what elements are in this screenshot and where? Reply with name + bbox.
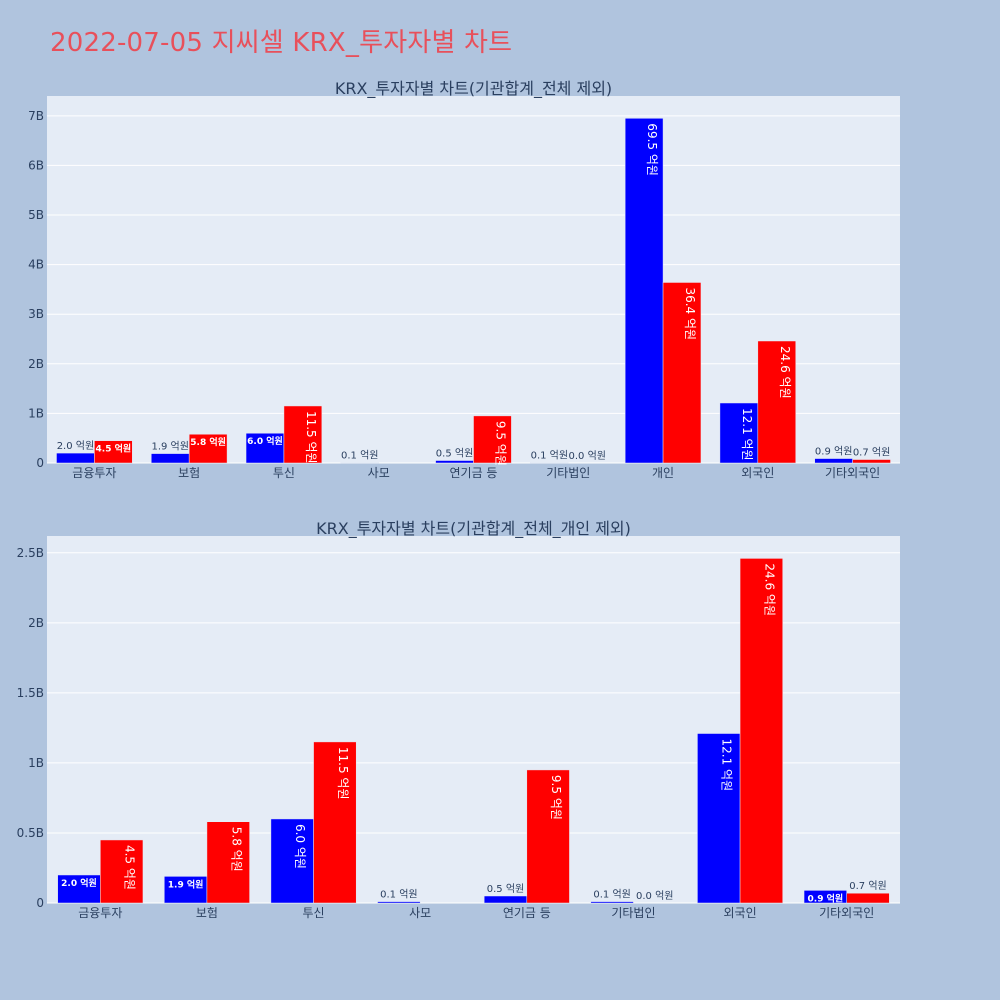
x-tick-label: 사모: [409, 906, 431, 920]
y-tick-label: 2.5B: [17, 546, 44, 560]
bar-sell: [852, 459, 891, 464]
bar-value-label: 0.0 억원: [568, 450, 605, 462]
bar-value-label: 0.5 억원: [487, 883, 524, 895]
bar-value-label: 69.5 억원: [645, 123, 659, 176]
bar-value-label: 12.1 억원: [740, 408, 754, 461]
x-tick-label: 기타외국인: [819, 906, 874, 920]
bar-sell: [662, 282, 702, 464]
bar-sell: [100, 839, 144, 904]
y-tick-label: 2B: [28, 357, 44, 371]
bar-buy: [483, 895, 528, 904]
bar-buy: [270, 818, 314, 904]
x-tick-label: 보험: [178, 466, 200, 480]
y-tick-label: 0: [36, 896, 44, 910]
bar-sell: [846, 892, 890, 904]
bar-sell: [94, 440, 133, 464]
x-tick-label: 개인: [652, 466, 674, 480]
bar-value-label: 9.5 억원: [549, 775, 563, 820]
bar-sell: [206, 821, 250, 904]
bar-value-label: 6.0 억원: [247, 435, 283, 447]
x-tick-label: 기타법인: [546, 466, 590, 480]
x-tick-label: 금융투자: [72, 466, 116, 480]
x-tick-label: 사모: [368, 466, 390, 480]
bar-value-label: 2.0 억원: [61, 877, 97, 889]
bar-value-label: 0.1 억원: [341, 450, 378, 462]
bar-sell: [526, 769, 570, 904]
y-tick-label: 6B: [28, 158, 44, 172]
bar-value-label: 12.1 억원: [720, 739, 734, 792]
chart-1: 0 1B 2B 3B 4B 5B 6B 7B KRX_투자자별 차트(기관합계_전체 제외) 금융…: [28, 79, 900, 480]
bar-value-label: 5.8 억원: [229, 827, 243, 872]
bar-value-label: 9.5 억원: [493, 421, 507, 466]
bar-buy: [164, 876, 208, 904]
bar-value-label: 1.9 억원: [151, 441, 188, 453]
bar-value-label: 5.8 억원: [190, 436, 226, 448]
bar-buy: [697, 733, 741, 904]
bar-sell: [739, 558, 783, 904]
y-tick-label: 0: [36, 456, 44, 470]
chart-2: 0 0.5B 1B 1.5B 2B 2.5B KRX_투자자별 차트(기관합계_전체_개인 …: [17, 519, 900, 920]
bar-buy: [435, 460, 474, 464]
bar-buy: [814, 458, 853, 464]
x-tick-label: 외국인: [724, 906, 757, 920]
bar-value-label: 0.7 억원: [849, 880, 886, 892]
chart-title: KRX_투자자별 차트(기관합계_전체 제외): [335, 79, 612, 99]
bar-sell: [283, 405, 323, 464]
bar-buy: [590, 901, 634, 904]
bar-value-label: 0.5 억원: [436, 448, 473, 460]
bar-value-label: 11.5 억원: [336, 747, 350, 800]
y-tick-label: 5B: [28, 208, 44, 222]
bar-value-label: 0.7 억원: [853, 447, 890, 459]
y-tick-label: 3B: [28, 307, 44, 321]
y-tick-label: 0.5B: [17, 826, 44, 840]
x-tick-label: 금융투자: [78, 906, 122, 920]
bar-sell: [313, 741, 357, 904]
bar-value-label: 24.6 억원: [762, 563, 776, 616]
x-tick-label: 연기금 등: [503, 906, 551, 920]
y-tick-label: 2B: [28, 616, 44, 630]
x-tick-label: 투신: [273, 466, 295, 480]
bar-value-label: 6.0 억원: [293, 824, 307, 869]
bar-buy: [151, 453, 190, 464]
bar-sell: [757, 340, 796, 464]
bar-value-label: 4.5 억원: [96, 443, 132, 455]
bar-buy: [719, 402, 759, 464]
bar-value-label: 0.1 억원: [593, 889, 630, 901]
x-tick-label: 연기금 등: [450, 466, 498, 480]
bar-value-label: 0.1 억원: [380, 889, 417, 901]
x-tick-label: 기타법인: [611, 906, 655, 920]
bar-value-label: 0.0 억원: [636, 890, 673, 902]
x-tick-label: 보험: [196, 906, 218, 920]
y-tick-label: 7B: [28, 109, 44, 123]
bar-value-label: 36.4 억원: [683, 287, 697, 340]
bar-value-label: 1.9 억원: [168, 878, 204, 890]
bar-buy: [56, 452, 95, 464]
bar-value-label: 0.9 억원: [808, 892, 844, 904]
x-tick-label: 기타외국인: [825, 466, 880, 480]
page-title: 2022-07-05 지씨셀 KRX_투자자별 차트: [50, 28, 513, 58]
bar-sell: [188, 433, 228, 464]
bar-buy: [245, 432, 285, 464]
bar-buy: [377, 901, 421, 904]
chart-title: KRX_투자자별 차트(기관합계_전체_개인 제외): [316, 519, 631, 539]
y-tick-label: 4B: [28, 258, 44, 272]
bar-value-label: 4.5 억원: [123, 845, 137, 890]
x-tick-label: 투신: [303, 906, 325, 920]
bar-value-label: 0.9 억원: [815, 446, 852, 458]
bar-value-label: 24.6 억원: [778, 346, 792, 399]
y-tick-label: 1B: [28, 756, 44, 770]
bar-value-label: 0.1 억원: [531, 450, 568, 462]
bar-value-label: 2.0 억원: [57, 440, 94, 452]
y-tick-label: 1B: [28, 406, 44, 420]
x-tick-label: 외국인: [741, 466, 774, 480]
bar-sell: [473, 415, 512, 464]
bar-value-label: 11.5 억원: [304, 411, 318, 464]
y-tick-label: 1.5B: [17, 686, 44, 700]
